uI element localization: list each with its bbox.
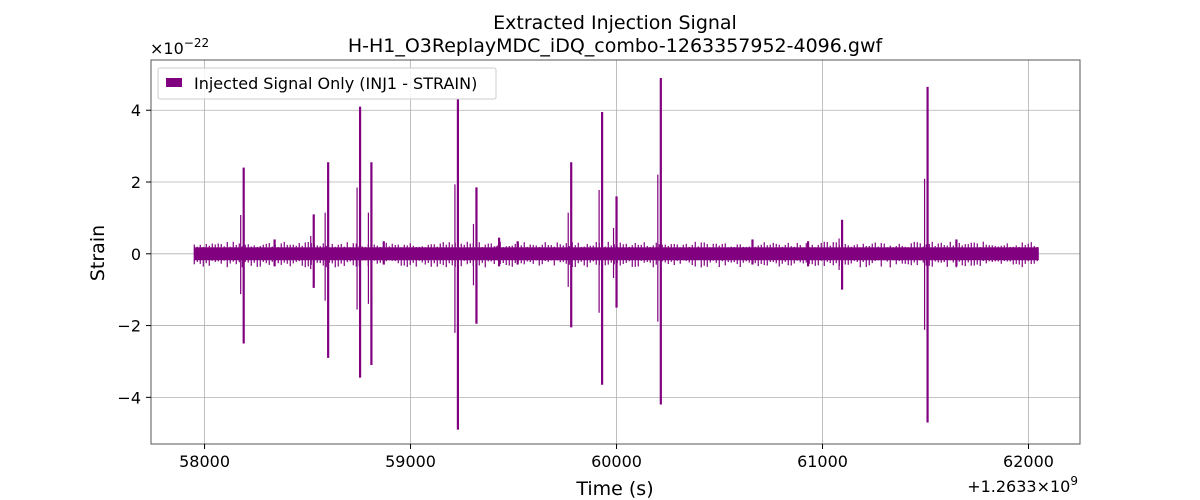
x-tick-label: 59000 [385, 452, 436, 471]
x-offset-label: +1.2633×109 [967, 474, 1078, 496]
x-offset-exponent: 9 [1070, 474, 1078, 488]
x-tick-label: 62000 [1003, 452, 1054, 471]
x-axis-ticks: 58000 59000 60000 61000 62000 [179, 444, 1054, 471]
plot-frame [150, 59, 1081, 445]
x-axis-label: Time (s) [575, 478, 653, 500]
chart-subtitle: H-H1_O3ReplayMDC_iDQ_combo-1263357952-40… [348, 35, 884, 57]
y-tick-label: 0 [131, 245, 141, 264]
x-tick-label: 61000 [797, 452, 848, 471]
y-scale-base: ×10 [150, 39, 184, 58]
legend-swatch [166, 78, 182, 87]
chart-title-group: Extracted Injection Signal H-H1_O3Replay… [348, 12, 884, 57]
legend-label: Injected Signal Only (INJ1 - STRAIN) [194, 74, 477, 93]
signal-spikes [240, 77, 958, 430]
x-tick-label: 58000 [179, 452, 230, 471]
chart-title: Extracted Injection Signal [493, 12, 737, 34]
y-tick-label: −4 [117, 388, 141, 407]
legend-box [157, 67, 497, 100]
y-tick-label: 2 [131, 173, 141, 192]
y-tick-label: 4 [131, 101, 141, 120]
y-axis-label: Strain [87, 225, 109, 281]
y-axis-ticks: −4 −2 0 2 4 [117, 101, 151, 407]
x-offset-base: +1.2633×10 [967, 477, 1070, 496]
legend: Injected Signal Only (INJ1 - STRAIN) [157, 67, 497, 100]
y-tick-label: −2 [117, 317, 141, 336]
y-scale-exponent: −22 [184, 36, 209, 50]
y-scale-label: ×10−22 [150, 36, 209, 58]
x-tick-label: 60000 [591, 452, 642, 471]
